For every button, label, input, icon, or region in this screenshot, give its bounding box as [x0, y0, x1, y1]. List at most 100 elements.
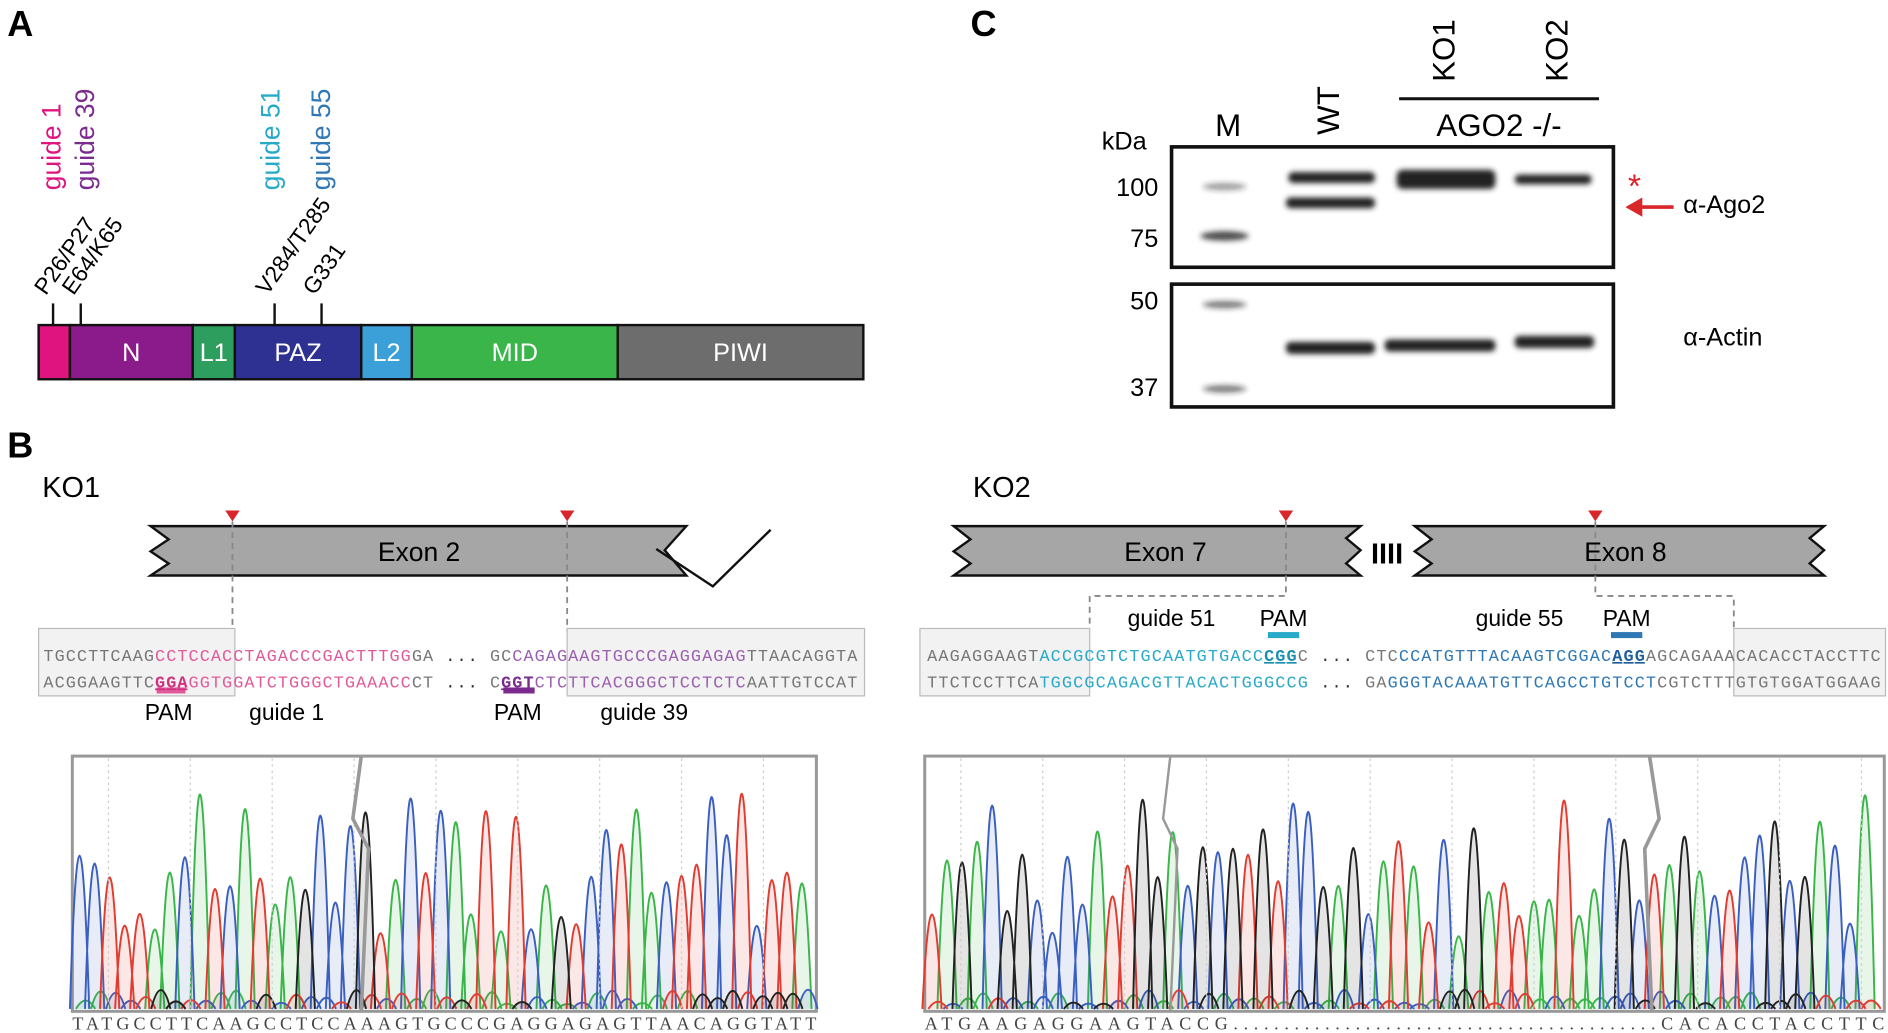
sequence-segment: AGCAGAAACACACCTACCTTC [1646, 648, 1881, 667]
read-segment: ........................................… [1233, 1013, 1655, 1033]
pam-label: PAM [494, 699, 542, 725]
sequence-segment: GGTGGATCTGGGCTGAAACC [189, 674, 411, 693]
sequence-segment: C [1298, 648, 1308, 667]
guide-label: guide 55 [1476, 605, 1564, 631]
read-sequence: ATGAAGAGGAAGTACCG.......................… [925, 1013, 1885, 1033]
kda-label: kDa [1102, 127, 1148, 155]
ko2-title: KO2 [973, 472, 1031, 504]
asterisk: * [1628, 167, 1641, 205]
dash [1088, 521, 1287, 629]
panel-b: B KO1 KO2 Exon 2 Exon 7 Exon 8 IIII TGCCTTCA… [7, 425, 1887, 1033]
read-segment: CACACCTACCTTC [1661, 1013, 1884, 1033]
box [1733, 627, 1887, 697]
guide-label: guide 51 [255, 89, 285, 191]
sequence-segment: CGTCTTTGTGTGGATGGAAG [1657, 674, 1881, 693]
sequence-segment: ACCGCGTCTGCAATGTGACC [1039, 648, 1263, 667]
domain-label: PIWI [713, 339, 768, 367]
gap-mark [350, 755, 371, 1012]
cut-site [1588, 510, 1603, 522]
band [1384, 339, 1496, 352]
sequence-segment: CCTCCACCTAGACCCGACTTTGG [155, 648, 411, 667]
sequence-segment: CTC [1365, 648, 1398, 667]
sequence-segment: GA [1365, 674, 1387, 693]
marker-label: 100 [1116, 174, 1158, 202]
exon [146, 524, 690, 577]
band [1396, 169, 1496, 190]
sequence-segment: GGA [155, 674, 188, 693]
lane-label: M [1215, 108, 1241, 143]
exon-label: Exon 2 [378, 537, 460, 567]
band [1202, 385, 1247, 393]
pam-bar [503, 687, 535, 694]
exon-label: Exon 8 [1584, 537, 1666, 567]
chromatograms [68, 758, 1882, 1010]
domain-label: L2 [373, 339, 401, 367]
sequence-segment: TGGCGCAGACGTTACACTGGGCCG [1039, 674, 1307, 693]
sequence-segment: C [490, 674, 500, 693]
pam-bar [1610, 632, 1643, 639]
sequence-segment: AGG [1612, 648, 1645, 667]
sequence-segment: GA [412, 648, 434, 667]
band [1285, 341, 1376, 354]
intron [655, 528, 772, 588]
domain-label: N [122, 339, 140, 367]
arrow-head [1625, 197, 1643, 217]
box [38, 627, 236, 697]
trace [150, 811, 804, 1010]
domain [233, 323, 363, 381]
group-label: AGO2 -/- [1436, 108, 1561, 143]
marker-label: 75 [1130, 225, 1158, 253]
break-mark: IIII [1371, 538, 1403, 570]
band [1514, 335, 1595, 348]
sequence-segment: CGG [1264, 648, 1297, 667]
sequence-segment: CAGAGAAGTGCCCGAGGAGAG [512, 648, 745, 667]
lane-label: KO2 [1540, 19, 1575, 82]
chromatogram-frame [923, 754, 1886, 1013]
sequence: AAGAGGAAGTACCGCGTCTGCAATGTGACCCGGC ... C… [927, 648, 1881, 667]
panel-c: C kDa 100 75 50 37 M WT KO1 KO2 AGO2 -/- * α-Ago2 α-… [970, 3, 1765, 409]
blot-upper [1169, 145, 1616, 270]
sequence-segment: AAGAGGAAGT [927, 648, 1038, 667]
guide-label: guide 1 [36, 103, 66, 190]
bands [1200, 169, 1595, 393]
sequence-segment: CT [412, 674, 433, 693]
pam-label: PAM [1260, 605, 1308, 631]
sequence-segment: GGGTACAAATGTTCAGCCTGTCCT [1388, 674, 1656, 693]
guide-label: guide 55 [306, 89, 336, 191]
band [1202, 300, 1247, 309]
sequence-segment: ... [1309, 648, 1364, 667]
trace [99, 793, 798, 1010]
band [1514, 174, 1592, 185]
domain-label: PAZ [274, 339, 321, 367]
guides-dashed [231, 521, 1735, 631]
band [1285, 197, 1376, 209]
marker-label: 37 [1130, 374, 1158, 402]
cut-site [225, 510, 240, 522]
band [1202, 183, 1247, 191]
sequence-segment: GGT [501, 674, 533, 693]
read-segment: ATGAAGAGGAAGTACCG [925, 1013, 1228, 1033]
sequence-segment: TTCTCCTTCA [927, 674, 1039, 693]
domain [616, 323, 865, 381]
pam-bar [156, 687, 186, 694]
sequence-segment: ... [1309, 674, 1364, 693]
seq-boxes [38, 627, 1887, 697]
cut-site [559, 510, 575, 522]
panel-label: A [7, 3, 33, 44]
guide-label: guide 39 [600, 699, 688, 725]
pam-label: PAM [145, 699, 193, 725]
panel-label: B [7, 425, 33, 466]
read-sequence: TATGCCTTCAAGCCTCCAAAGTGCCCGAGGAGAGTTAACA… [72, 1013, 816, 1033]
domain [68, 323, 194, 381]
cut-sites [225, 510, 1603, 522]
domain-label: L1 [200, 339, 228, 367]
dash [1594, 521, 1735, 629]
exon-label: Exon 7 [1124, 537, 1206, 567]
sequence-segment: GC [490, 648, 511, 667]
gap-mark [1161, 755, 1179, 1012]
band [1200, 231, 1249, 241]
gap-mark [1642, 755, 1662, 1012]
sequence-segment: CTCTTCACGGGCTCCTCTC [535, 674, 746, 693]
chromatogram-frame [70, 754, 818, 1013]
exon [949, 524, 1364, 577]
